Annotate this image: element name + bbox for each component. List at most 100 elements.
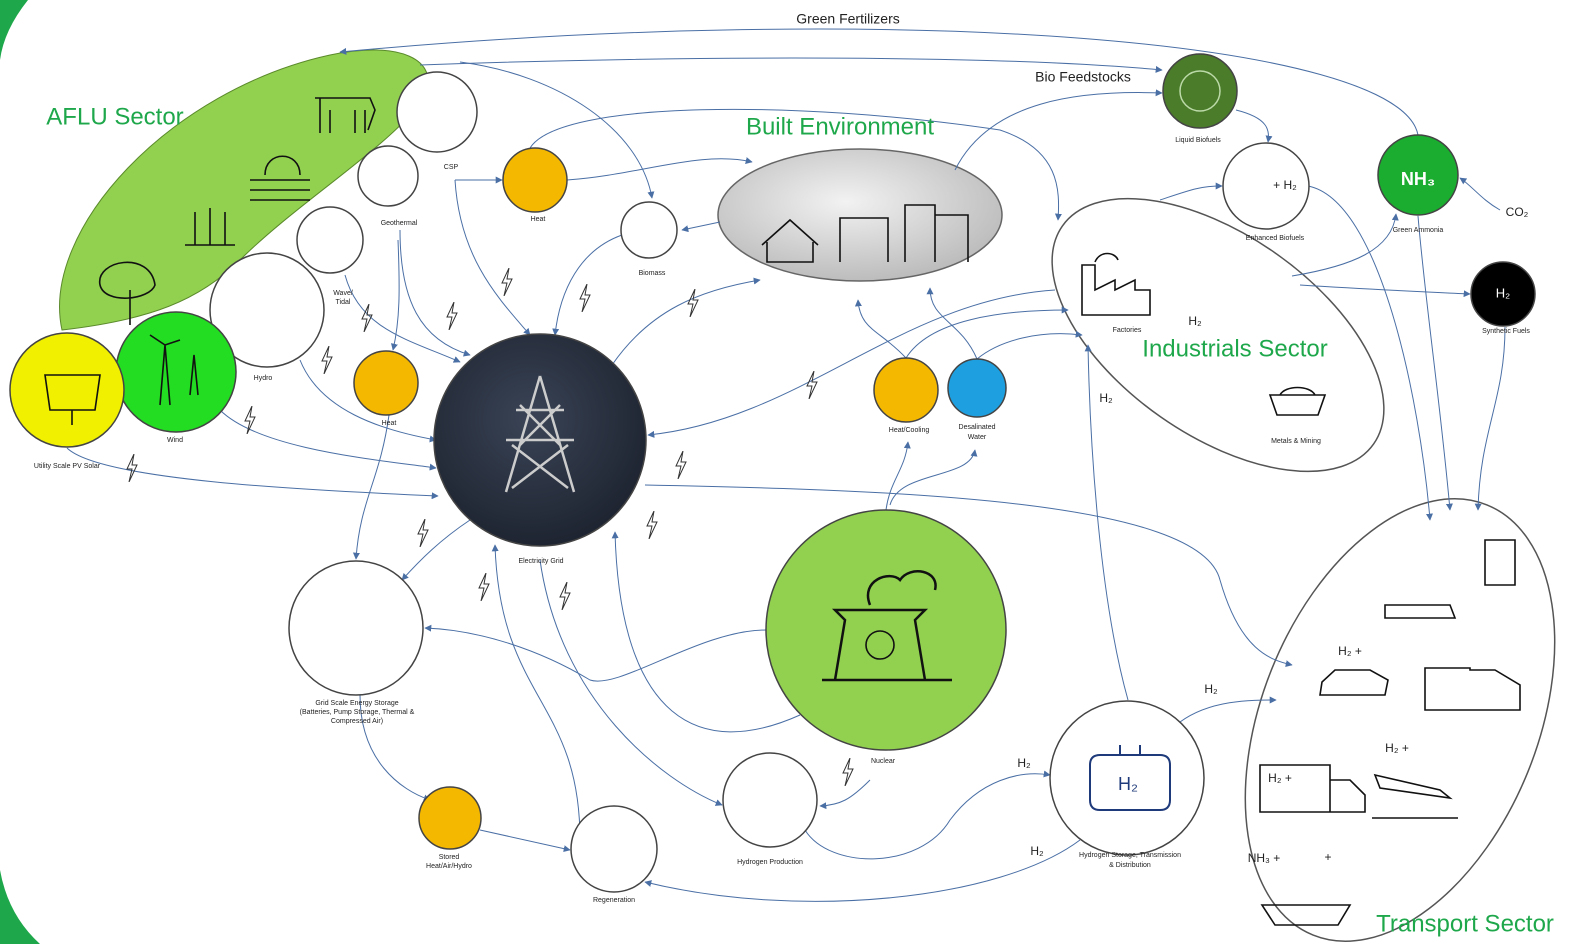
label: Green Ammonia bbox=[1393, 227, 1444, 234]
flow-arrow bbox=[890, 450, 975, 505]
electricity-icon bbox=[580, 284, 590, 312]
electricity-icon bbox=[560, 582, 570, 610]
label: NH₃ bbox=[1401, 169, 1435, 189]
flow-arrow bbox=[67, 448, 438, 496]
label: H₂ + bbox=[1385, 741, 1409, 755]
label: H₂ bbox=[1118, 774, 1138, 794]
label: & Distribution bbox=[1109, 862, 1151, 869]
label: Wave/ bbox=[333, 290, 353, 297]
label: Hydrogen Production bbox=[737, 859, 803, 866]
flow-arrow bbox=[220, 410, 436, 468]
label: Geothermal bbox=[381, 220, 418, 227]
node-circle bbox=[723, 753, 817, 847]
label: Tidal bbox=[336, 299, 351, 306]
node-circle bbox=[358, 146, 418, 206]
edge-accent bbox=[0, 870, 40, 944]
label: CSP bbox=[444, 164, 459, 171]
flow-arrow bbox=[1418, 216, 1450, 510]
flow-arrow bbox=[1460, 178, 1500, 210]
electricity-icon bbox=[362, 304, 372, 332]
label: Stored bbox=[439, 854, 460, 861]
label: Water bbox=[968, 434, 987, 441]
label: Heat bbox=[531, 216, 546, 223]
label: H₂ bbox=[1030, 844, 1044, 858]
label: H₂ bbox=[1188, 314, 1202, 328]
page: CSPGeothermalWave/TidalHydroWindUtility … bbox=[0, 0, 1574, 944]
electricity-icon bbox=[479, 573, 489, 601]
flow-arrow bbox=[555, 235, 622, 335]
label: Enhanced Biofuels bbox=[1246, 235, 1305, 242]
diagram: CSPGeothermalWave/TidalHydroWindUtility … bbox=[0, 0, 1574, 944]
label: Heat/Air/Hydro bbox=[426, 863, 472, 870]
label: Metals & Mining bbox=[1271, 438, 1321, 445]
label: Utility Scale PV Solar bbox=[34, 463, 101, 470]
flow-arrow bbox=[612, 280, 760, 365]
flow-arrow bbox=[400, 230, 470, 355]
flow-arrow bbox=[930, 288, 977, 359]
node-circle bbox=[766, 510, 1006, 750]
flow-arrow bbox=[1292, 214, 1396, 276]
label: + bbox=[1324, 850, 1331, 864]
label: Biomass bbox=[639, 270, 666, 277]
node-circle bbox=[948, 359, 1006, 417]
electricity-icon bbox=[418, 519, 428, 547]
label: H₂ + bbox=[1338, 644, 1362, 658]
node-circle bbox=[1163, 54, 1237, 128]
electricity-icon bbox=[127, 454, 137, 482]
node-circle bbox=[297, 207, 363, 273]
flow-arrow bbox=[955, 93, 1162, 170]
label: H₂ bbox=[1099, 391, 1113, 405]
node-circle bbox=[503, 148, 567, 212]
flow-arrow bbox=[495, 545, 580, 840]
label: Nuclear bbox=[871, 758, 896, 765]
label: Wind bbox=[167, 437, 183, 444]
flow-arrow bbox=[645, 840, 1080, 901]
label: NH₃ + bbox=[1248, 851, 1281, 865]
label: Regeneration bbox=[593, 897, 635, 904]
flow-arrow bbox=[648, 290, 1055, 435]
label: Transport Sector bbox=[1376, 910, 1554, 937]
electricity-icon bbox=[676, 451, 686, 479]
label: Grid Scale Energy Storage bbox=[315, 700, 398, 707]
node-circle bbox=[621, 202, 677, 258]
flow-arrow bbox=[977, 334, 1082, 359]
flow-arrow bbox=[402, 520, 470, 580]
label: Compressed Air) bbox=[331, 718, 383, 725]
flow-arrow bbox=[540, 560, 722, 805]
flow-arrow bbox=[682, 222, 720, 230]
electricity-icon bbox=[322, 346, 332, 374]
electricity-icon bbox=[843, 758, 853, 786]
node-circle bbox=[289, 561, 423, 695]
label: Factories bbox=[1113, 327, 1142, 334]
flow-arrow bbox=[858, 300, 906, 358]
electricity-icon bbox=[807, 371, 817, 399]
electricity-icon bbox=[502, 268, 512, 296]
label: H₂ bbox=[1204, 682, 1218, 696]
electricity-icon bbox=[447, 302, 457, 330]
label: CO₂ bbox=[1506, 205, 1529, 219]
flow-arrow bbox=[425, 628, 766, 681]
label: Hydrogen Storage, Transmission bbox=[1079, 852, 1181, 859]
flow-arrow bbox=[886, 442, 908, 510]
label: Desalinated bbox=[959, 424, 996, 431]
node-circle bbox=[397, 72, 477, 152]
electricity-icon bbox=[647, 511, 657, 539]
node-circle bbox=[116, 312, 236, 432]
node-circle bbox=[571, 806, 657, 892]
flow-arrow bbox=[480, 830, 570, 850]
label: Industrials Sector bbox=[1142, 335, 1327, 362]
flow-arrow bbox=[567, 159, 752, 180]
label: Green Fertilizers bbox=[796, 11, 899, 27]
flow-arrow bbox=[356, 415, 389, 559]
node-circle bbox=[10, 333, 124, 447]
flow-arrow bbox=[1478, 327, 1505, 510]
flow-arrow bbox=[805, 774, 1050, 859]
label: Electricity Grid bbox=[518, 558, 563, 565]
node-circle bbox=[419, 787, 481, 849]
edge-accent bbox=[0, 0, 28, 60]
label: (Batteries, Pump Storage, Thermal & bbox=[300, 709, 415, 716]
label: H₂ bbox=[1496, 285, 1510, 300]
electricity-icon bbox=[688, 289, 698, 317]
label: H₂ bbox=[1017, 756, 1031, 770]
label: H₂ + bbox=[1268, 771, 1292, 785]
